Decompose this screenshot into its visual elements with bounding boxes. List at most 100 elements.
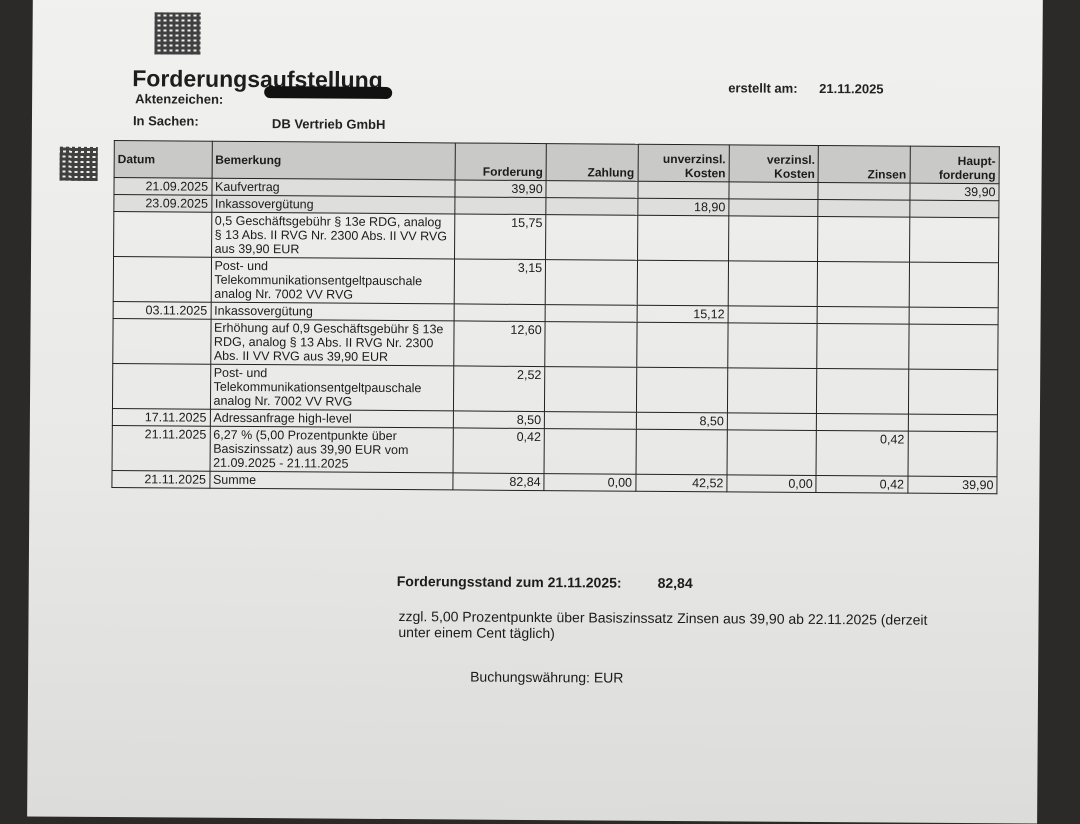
cell-zinsen: 0,42 bbox=[816, 475, 908, 494]
cell-bemerkung: 0,5 Geschäftsgebühr § 13e RDG, analog § … bbox=[211, 212, 455, 259]
cell-bemerkung: Inkassovergütung bbox=[210, 302, 455, 321]
cell-verzinsl bbox=[726, 429, 817, 476]
cell-haupt: 39,90 bbox=[907, 476, 998, 494]
cell-unverzinsl bbox=[636, 322, 729, 368]
cell-bemerkung: Post- und Telekommunikationsentgeltpausc… bbox=[210, 257, 455, 304]
cell-forderung bbox=[453, 303, 546, 322]
in-sachen-value: DB Vertrieb GmbH bbox=[271, 116, 386, 132]
cell-datum: 17.11.2025 bbox=[112, 408, 210, 427]
cell-haupt bbox=[909, 217, 999, 263]
cell-zinsen: 0,42 bbox=[816, 430, 908, 477]
cell-forderung: 15,75 bbox=[454, 213, 547, 260]
cell-zahlung bbox=[546, 197, 638, 216]
cell-verzinsl bbox=[728, 305, 818, 324]
buchungswaehrung: Buchungswährung: EUR bbox=[470, 668, 624, 686]
cell-forderung: 82,84 bbox=[452, 472, 545, 491]
cell-forderung: 12,60 bbox=[453, 320, 546, 367]
cell-verzinsl bbox=[728, 260, 818, 307]
cell-zinsen bbox=[817, 306, 909, 325]
cell-zahlung bbox=[546, 180, 638, 199]
forderungsstand: Forderungsstand zum 21.11.2025: 82,84 bbox=[397, 573, 693, 591]
cell-haupt bbox=[908, 307, 999, 325]
datamatrix-code-top bbox=[154, 12, 201, 55]
cell-bemerkung: Post- und Telekommunikationsentgeltpausc… bbox=[209, 364, 454, 411]
cell-datum: 21.11.2025 bbox=[111, 470, 210, 489]
cell-datum bbox=[112, 363, 211, 410]
cell-datum: 03.11.2025 bbox=[113, 301, 211, 320]
cell-forderung: 39,90 bbox=[454, 179, 547, 198]
cell-unverzinsl bbox=[636, 260, 729, 306]
datamatrix-code-side bbox=[59, 146, 98, 181]
cell-datum bbox=[112, 318, 211, 365]
cell-unverzinsl: 18,90 bbox=[637, 198, 729, 216]
cell-datum bbox=[113, 211, 212, 258]
col-zahlung: Zahlung bbox=[546, 143, 638, 182]
table-row: Post- und Telekommunikationsentgeltpausc… bbox=[112, 363, 998, 415]
cell-haupt: 39,90 bbox=[909, 183, 1000, 201]
table-row: 0,5 Geschäftsgebühr § 13e RDG, analog § … bbox=[113, 211, 999, 263]
cell-verzinsl bbox=[727, 322, 818, 369]
col-zinsen: Zinsen bbox=[818, 145, 910, 184]
cell-unverzinsl: 15,12 bbox=[636, 305, 729, 323]
col-bemerkung: Bemerkung bbox=[211, 141, 456, 180]
aktenzeichen-label: Aktenzeichen: bbox=[135, 91, 224, 107]
redacted-aktenzeichen bbox=[264, 86, 393, 99]
cell-zahlung bbox=[545, 259, 638, 306]
cell-haupt bbox=[908, 262, 999, 308]
cell-forderung: 3,15 bbox=[454, 258, 546, 305]
cell-zahlung bbox=[544, 428, 636, 475]
cell-zahlung: 0,00 bbox=[544, 473, 636, 492]
forderungsstand-label: Forderungsstand zum 21.11.2025: bbox=[396, 573, 622, 591]
cell-zahlung bbox=[545, 304, 637, 323]
document-page: Forderungsaufstellung Aktenzeichen: In S… bbox=[27, 0, 1043, 824]
cell-datum bbox=[113, 256, 212, 303]
cell-verzinsl bbox=[727, 367, 817, 414]
cell-datum: 21.11.2025 bbox=[112, 425, 210, 472]
cell-verzinsl: 0,00 bbox=[726, 474, 817, 493]
cell-zahlung bbox=[544, 321, 637, 368]
cell-forderung bbox=[454, 196, 547, 215]
forderungsstand-value: 82,84 bbox=[657, 574, 693, 592]
cell-datum: 23.09.2025 bbox=[113, 194, 212, 213]
cell-zinsen bbox=[818, 182, 910, 201]
cell-haupt bbox=[908, 369, 998, 415]
cell-verzinsl bbox=[728, 215, 819, 262]
table-row: 21.11.2025 6,27 % (5,00 Prozentpunkte übe… bbox=[112, 425, 998, 477]
cell-bemerkung: Adressanfrage high-level bbox=[209, 409, 454, 428]
cell-zahlung bbox=[544, 411, 637, 430]
zinsen-note: zzgl. 5,00 Prozentpunkte über Basiszinss… bbox=[398, 608, 928, 642]
cell-haupt bbox=[908, 324, 999, 370]
cell-zinsen bbox=[817, 261, 910, 308]
cell-haupt bbox=[907, 414, 998, 432]
cell-forderung: 2,52 bbox=[453, 365, 545, 412]
cell-datum: 21.09.2025 bbox=[113, 177, 212, 196]
col-verzinsl-kosten: verzinsl. Kosten bbox=[728, 144, 819, 183]
erstellt-label: erstellt am: bbox=[728, 80, 798, 96]
cell-zinsen bbox=[818, 199, 910, 218]
cell-unverzinsl bbox=[636, 367, 728, 413]
cell-zinsen bbox=[817, 216, 910, 263]
table-row: Post- und Telekommunikationsentgeltpausc… bbox=[113, 256, 999, 308]
cell-zinsen bbox=[816, 413, 909, 432]
forderungs-table: Datum Bemerkung Forderung Zahlung unverz… bbox=[111, 140, 1000, 494]
col-datum: Datum bbox=[114, 140, 212, 179]
cell-zahlung bbox=[544, 366, 637, 413]
cell-zahlung bbox=[545, 214, 638, 261]
col-forderung: Forderung bbox=[454, 142, 547, 181]
in-sachen-label: In Sachen: bbox=[132, 113, 199, 129]
cell-unverzinsl: 42,52 bbox=[635, 474, 727, 492]
cell-unverzinsl bbox=[637, 215, 729, 261]
cell-unverzinsl bbox=[637, 181, 729, 199]
table-header-row: Datum Bemerkung Forderung Zahlung unverz… bbox=[114, 140, 1000, 184]
cell-zinsen bbox=[816, 323, 909, 370]
cell-verzinsl bbox=[728, 198, 819, 217]
col-hauptforderung: Haupt- forderung bbox=[909, 146, 1000, 184]
table-row: Erhöhung auf 0,9 Geschäftsgebühr § 13e R… bbox=[112, 318, 999, 370]
cell-haupt bbox=[909, 200, 999, 218]
cell-bemerkung: Summe bbox=[209, 471, 453, 490]
cell-forderung: 0,42 bbox=[452, 427, 545, 474]
cell-forderung: 8,50 bbox=[453, 410, 545, 429]
cell-verzinsl bbox=[728, 181, 819, 200]
cell-haupt bbox=[907, 431, 998, 477]
cell-bemerkung: Erhöhung auf 0,9 Geschäftsgebühr § 13e R… bbox=[210, 319, 454, 366]
